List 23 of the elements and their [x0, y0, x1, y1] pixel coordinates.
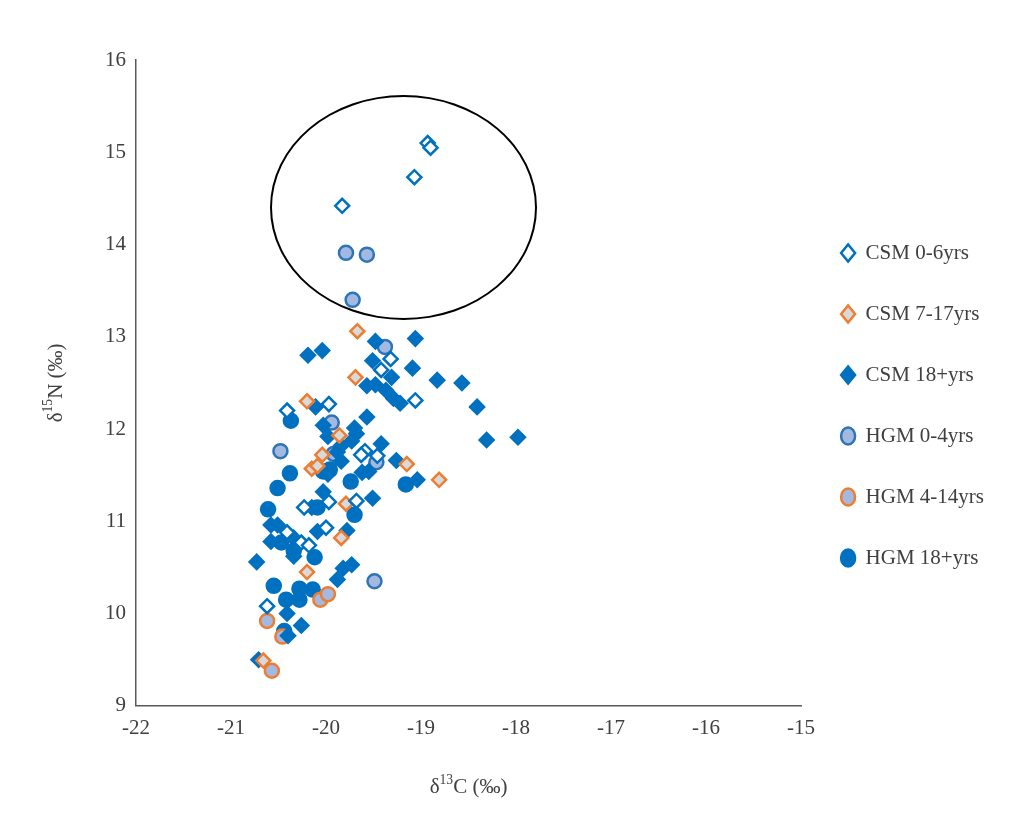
- x-tick-label: -20: [312, 714, 341, 739]
- y-tick-label: 16: [105, 46, 126, 71]
- x-tick-label: -22: [122, 714, 150, 739]
- y-tick-label: 14: [105, 231, 127, 256]
- x-tick-label: -19: [407, 714, 436, 739]
- legend-label: CSM 0-6yrs: [865, 239, 969, 264]
- y-tick-label: 11: [105, 507, 126, 532]
- y-axis-title: δ15N (‰): [40, 343, 67, 423]
- y-tick-label: 15: [105, 138, 126, 163]
- legend-label: HGM 0-4yrs: [865, 422, 974, 447]
- y-tick-label: 13: [105, 323, 126, 348]
- x-tick-label: -21: [217, 714, 246, 739]
- x-tick-label: -15: [787, 714, 816, 739]
- legend-label: HGM 4-14yrs: [865, 483, 985, 508]
- x-tick-label: -17: [597, 714, 626, 739]
- legend-label: CSM 18+yrs: [865, 361, 974, 386]
- y-tick-label: 10: [105, 600, 126, 625]
- x-tick-label: -16: [692, 714, 721, 739]
- y-tick-label: 12: [105, 415, 126, 440]
- y-tick-label: 9: [115, 692, 126, 717]
- legend-label: CSM 7-17yrs: [865, 300, 980, 325]
- x-tick-label: -18: [502, 714, 531, 739]
- legend-label: HGM 18+yrs: [865, 544, 979, 569]
